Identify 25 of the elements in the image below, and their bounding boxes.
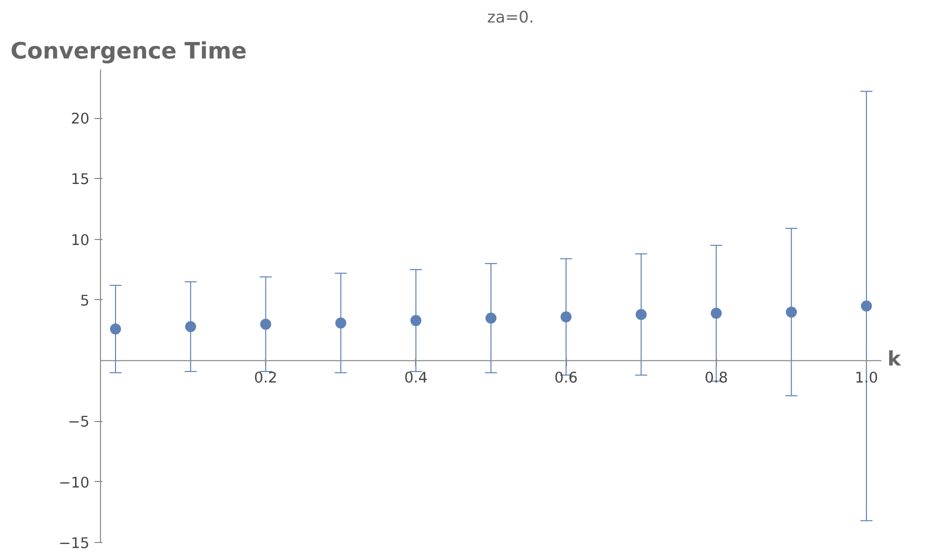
x-tick-label: 0.2 xyxy=(254,370,278,387)
point xyxy=(260,318,272,330)
point xyxy=(410,315,422,326)
point xyxy=(636,309,647,320)
y-tick-label: 10 xyxy=(70,232,90,249)
point xyxy=(710,308,722,319)
point xyxy=(110,324,122,335)
chart-title: za=0. xyxy=(487,8,534,26)
point xyxy=(786,306,797,318)
y-tick-label: 5 xyxy=(80,292,90,310)
point xyxy=(185,321,196,332)
point xyxy=(560,311,572,322)
x-axis-title: k xyxy=(887,346,902,371)
y-tick-label: −15 xyxy=(58,535,90,552)
y-tick-label: 20 xyxy=(70,110,90,128)
y-tick-label: −5 xyxy=(68,414,90,431)
point xyxy=(485,312,496,324)
x-tick-label: 0.6 xyxy=(554,370,578,387)
y-tick-label: 15 xyxy=(70,171,90,188)
point xyxy=(860,300,872,312)
x-tick-label: 0.8 xyxy=(704,370,728,387)
y-tick-label: −10 xyxy=(58,474,90,492)
point xyxy=(335,317,346,328)
y-axis-title: Convergence Time xyxy=(10,38,247,64)
x-tick-label: 0.4 xyxy=(404,370,428,387)
